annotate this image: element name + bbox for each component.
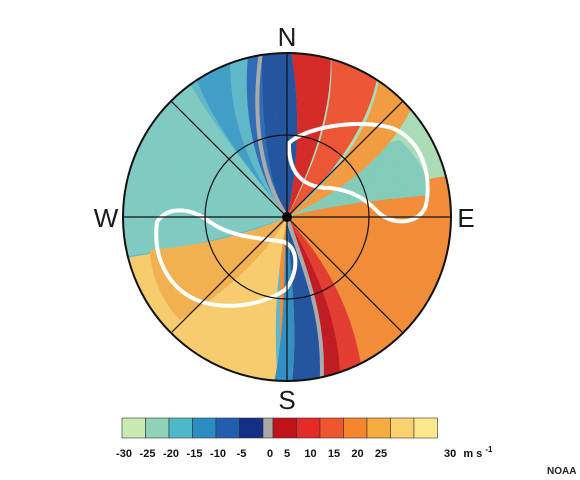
scale-unit-exponent: -1 — [485, 445, 493, 454]
scale-tick-label: 10 — [304, 448, 316, 460]
scale-last-label: 30 m s -1 — [444, 445, 493, 460]
compass-north: N — [278, 22, 297, 52]
velocity-color-scale — [121, 417, 438, 439]
credit-label: NOAA — [547, 466, 576, 477]
velocity-scale-ticks: -30 -25 -20 -15 -10 -5 0 5 10 15 20 25 — [116, 448, 387, 460]
scale-swatch — [145, 417, 170, 439]
scale-swatch — [262, 417, 274, 439]
scale-swatch — [239, 417, 264, 439]
scale-swatch — [272, 417, 297, 439]
compass-west: W — [94, 203, 119, 233]
scale-tick-label: 5 — [284, 448, 290, 460]
scale-tick-label: -25 — [140, 448, 156, 460]
radar-outline — [122, 52, 452, 382]
scale-tick-label: -20 — [163, 448, 179, 460]
scale-swatch — [366, 417, 391, 439]
scale-tick-label: -10 — [210, 448, 226, 460]
scale-swatch — [319, 417, 344, 439]
outbound-max-outline — [154, 208, 298, 308]
scale-tick-label: -15 — [187, 448, 203, 460]
compass-east: E — [457, 203, 474, 233]
scale-swatch — [192, 417, 217, 439]
scale-swatch — [413, 417, 438, 439]
scale-swatch — [168, 417, 193, 439]
scale-swatch — [215, 417, 240, 439]
scale-tick-label: 25 — [375, 448, 387, 460]
scale-swatch — [121, 417, 146, 439]
scale-unit: m s — [463, 448, 482, 460]
scale-tick-label: 20 — [351, 448, 363, 460]
scale-swatch — [343, 417, 368, 439]
scale-tick-label: -30 — [116, 448, 132, 460]
scale-swatch — [390, 417, 415, 439]
scale-tick-label: 0 — [267, 448, 273, 460]
scale-swatch — [296, 417, 321, 439]
radar-site-dot — [282, 212, 292, 222]
scale-last-tick: 30 — [444, 448, 456, 460]
scale-tick-label: 15 — [328, 448, 340, 460]
compass-south: S — [278, 385, 295, 415]
scale-tick-label: -5 — [237, 448, 247, 460]
